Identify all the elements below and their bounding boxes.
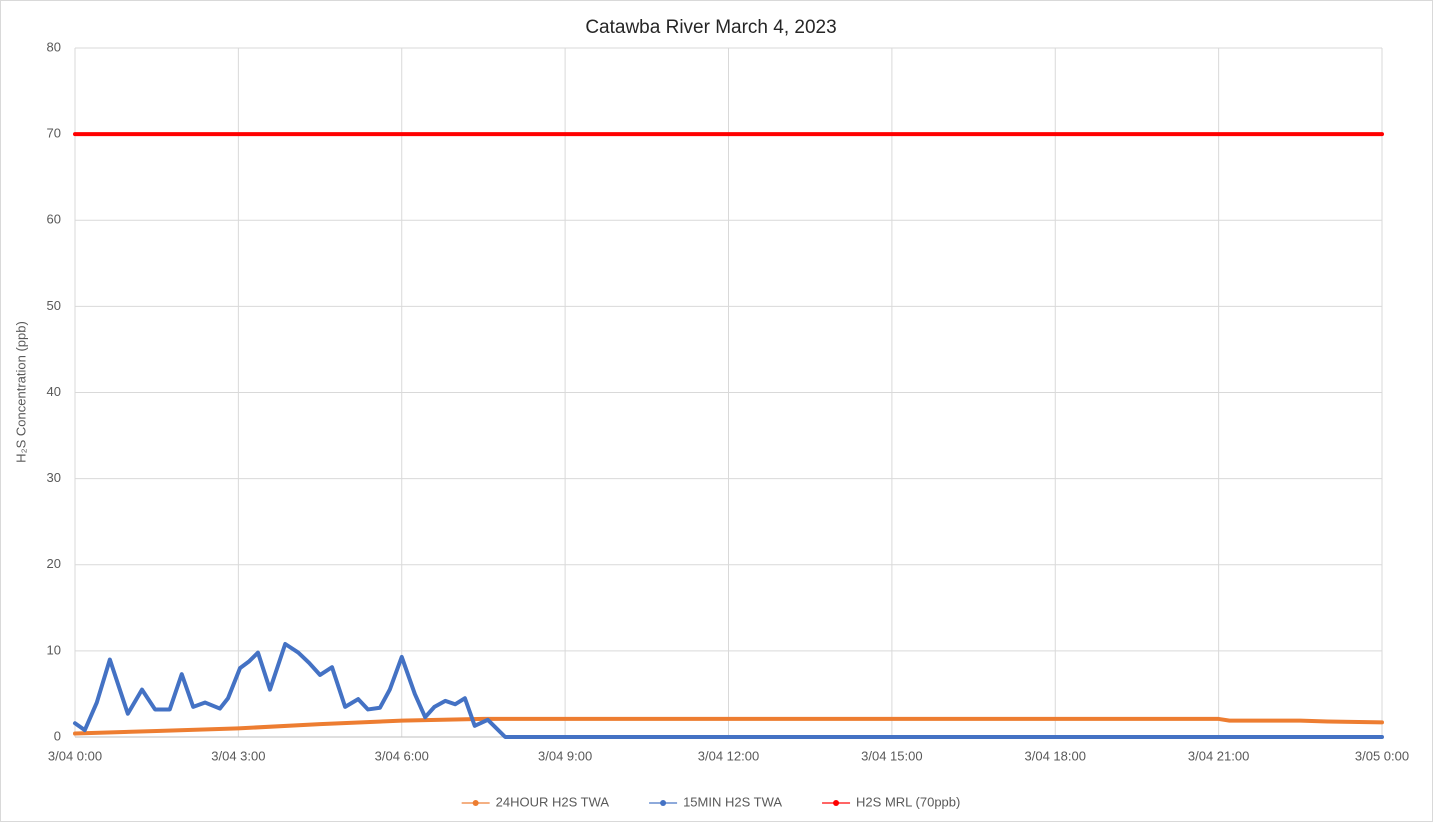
y-tick-label: 10: [47, 642, 61, 657]
y-tick-label: 80: [47, 39, 61, 54]
y-tick-label: 70: [47, 126, 61, 141]
legend-marker: [833, 800, 840, 806]
y-tick-label: 40: [47, 384, 61, 399]
x-tick-label: 3/04 9:00: [538, 748, 592, 763]
y-tick-label: 50: [47, 298, 61, 313]
legend-label: 24HOUR H2S TWA: [496, 794, 610, 809]
x-tick-label: 3/04 6:00: [375, 748, 429, 763]
legend-marker: [472, 800, 479, 806]
series-line: [73, 641, 1384, 739]
x-tick-label: 3/04 18:00: [1025, 748, 1086, 763]
x-tick-label: 3/05 0:00: [1355, 748, 1409, 763]
y-tick-label: 60: [47, 212, 61, 227]
x-tick-label: 3/04 12:00: [698, 748, 759, 763]
series-line: [73, 716, 1384, 736]
y-tick-label: 30: [47, 470, 61, 485]
y-tick-label: 20: [47, 556, 61, 571]
x-tick-label: 3/04 15:00: [861, 748, 922, 763]
x-tick-label: 3/04 3:00: [211, 748, 265, 763]
chart-title: Catawba River March 4, 2023: [585, 17, 836, 38]
legend-label: H2S MRL (70ppb): [856, 794, 960, 809]
legend-label: 15MIN H2S TWA: [683, 794, 782, 809]
legend-marker: [660, 800, 667, 806]
x-tick-label: 3/04 21:00: [1188, 748, 1249, 763]
y-tick-label: 0: [54, 728, 61, 743]
y-axis-label: H₂S Concentration (ppb): [13, 321, 28, 463]
x-tick-label: 3/04 0:00: [48, 748, 102, 763]
